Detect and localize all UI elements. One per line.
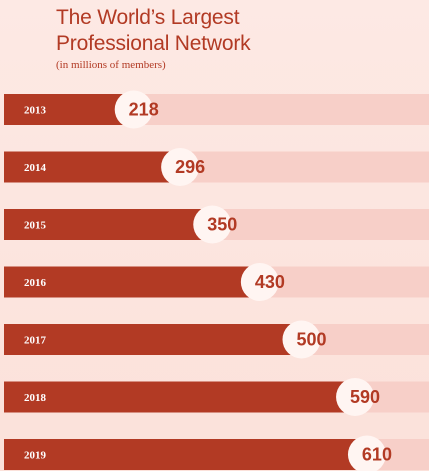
value-label-2014: 296 xyxy=(175,157,205,177)
value-label-2017: 500 xyxy=(296,330,326,350)
value-bubble-2015 xyxy=(193,205,232,244)
category-label-2013: 2013 xyxy=(24,105,47,117)
value-bubble-2013 xyxy=(114,90,153,129)
value-label-2013: 218 xyxy=(129,100,159,120)
bar-2013 xyxy=(4,94,134,125)
category-label-2014: 2014 xyxy=(24,162,47,174)
bar-2014 xyxy=(4,151,181,183)
bar-2016 xyxy=(4,266,260,298)
value-label-2015: 350 xyxy=(207,215,237,235)
bar-2017 xyxy=(4,324,302,355)
value-label-2018: 590 xyxy=(350,387,380,407)
category-label-2015: 2015 xyxy=(24,220,47,232)
chart-title-line-2: Professional Network xyxy=(56,32,251,55)
value-bubble-2018 xyxy=(336,378,375,416)
bar-2015 xyxy=(4,209,213,240)
value-bubble-2016 xyxy=(240,263,279,301)
category-label-2017: 2017 xyxy=(24,335,47,347)
chart-title-line-1: The World’s Largest xyxy=(56,6,240,29)
bars-group: 2013 218 2014 296 2015 350 2016 430 2017 500 2018 5… xyxy=(4,90,429,471)
value-bubble-2014 xyxy=(161,148,200,186)
category-label-2016: 2016 xyxy=(24,277,47,289)
value-bubble-2019 xyxy=(347,435,386,471)
value-bubble-2017 xyxy=(282,320,321,359)
bar-2018 xyxy=(4,381,356,413)
value-label-2016: 430 xyxy=(255,272,285,292)
chart-subtitle: (in millions of members) xyxy=(56,59,166,71)
bar-2019 xyxy=(4,439,367,470)
category-label-2019: 2019 xyxy=(24,450,47,462)
value-label-2019: 610 xyxy=(362,445,392,465)
category-label-2018: 2018 xyxy=(24,392,47,404)
